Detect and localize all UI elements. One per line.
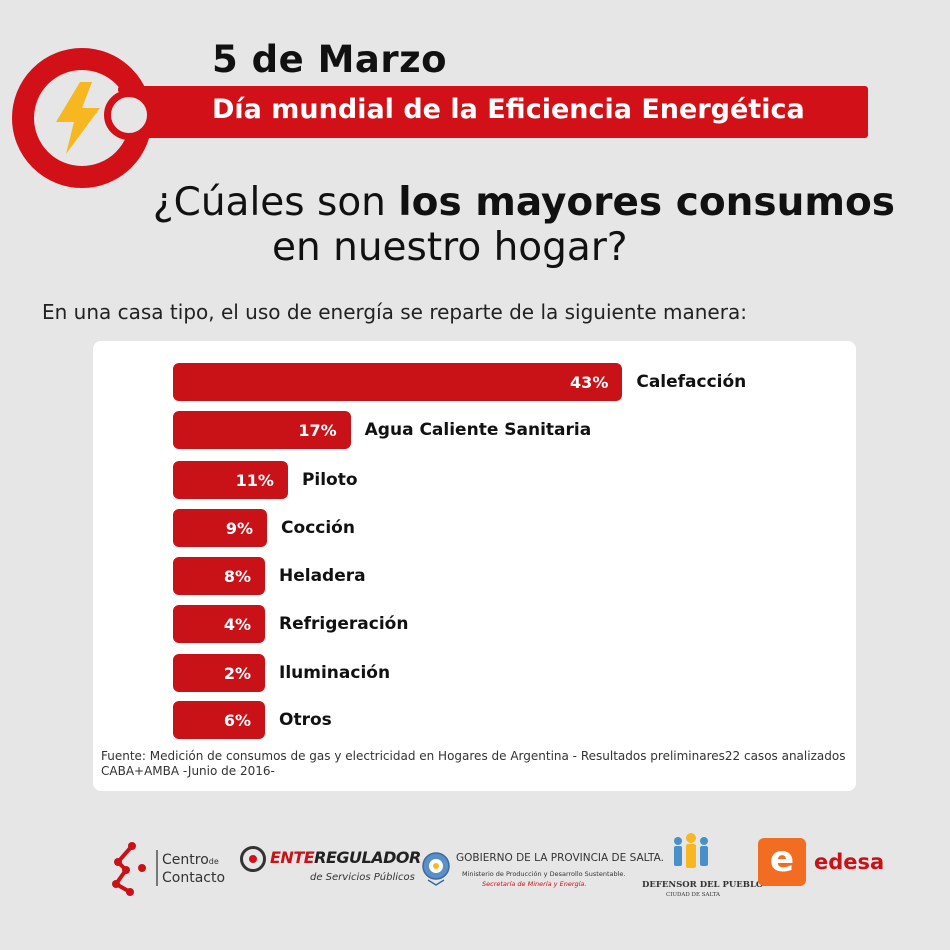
category-label: Otros — [279, 710, 332, 730]
bar-0: 43% — [173, 363, 623, 401]
category-label: Refrigeración — [279, 614, 409, 634]
header-banner — [118, 86, 868, 138]
question-line-2: en nuestro hogar? — [272, 225, 628, 270]
event-name: Día mundial de la Eficiencia Energética — [212, 94, 805, 125]
category-label: Heladera — [279, 566, 366, 586]
gobierno-line3: Secretaría de Minería y Energía. — [482, 880, 587, 888]
category-label: Piloto — [301, 470, 358, 490]
category-label: Calefacción — [636, 372, 747, 392]
bar-3: 9% — [173, 509, 268, 547]
bar-6: 2% — [173, 654, 265, 692]
bar-value-label: 43% — [570, 372, 609, 392]
bar-value-label: 8% — [223, 566, 251, 586]
date-title: 5 de Marzo — [212, 38, 448, 81]
centro-line2: Contacto — [162, 870, 226, 886]
gobierno-line1: GOBIERNO DE LA PROVINCIA DE SALTA. — [456, 852, 664, 864]
bar-value-label: 11% — [235, 470, 274, 490]
chart-panel: Fuente: Medición de consumos de gas y el… — [93, 341, 856, 791]
ente-regulador-logo: ENTEREGULADOR de Servicios Públicos — [240, 846, 421, 890]
edesa-logo: e edesa — [758, 838, 884, 888]
bar-value-label: 9% — [225, 518, 254, 538]
gobierno-salta-logo: GOBIERNO DE LA PROVINCIA DE SALTA. Minis… — [422, 848, 664, 894]
source-note: Fuente: Medición de consumos de gas y el… — [101, 749, 846, 778]
bar-7: 6% — [173, 701, 265, 739]
centro-contacto-mark-icon — [112, 842, 146, 896]
bar-value-label: 17% — [298, 420, 337, 440]
bar-4: 8% — [173, 557, 265, 595]
category-label: Iluminación — [279, 663, 391, 683]
banner-knob — [104, 90, 154, 140]
defensor-del-pueblo-logo: DEFENSOR DEL PUEBLO CIUDAD DE SALTA — [640, 832, 763, 902]
bar-value-label: 6% — [223, 710, 251, 730]
chart-intro: En una casa tipo, el uso de energía se r… — [42, 300, 747, 324]
question-regular: ¿Cúales son — [152, 180, 399, 225]
bar-value-label: 2% — [223, 663, 251, 683]
category-label: Agua Caliente Sanitaria — [364, 420, 592, 440]
centro-line1: Centrode — [162, 852, 219, 868]
category-label: Cocción — [281, 518, 355, 538]
edesa-wordmark: edesa — [814, 850, 885, 874]
sponsor-logos: Centrode Contacto ENTEREGULADOR de Servi… — [0, 830, 950, 910]
question-line-1: ¿Cúales son los mayores consumos — [60, 180, 895, 225]
defensor-line1: DEFENSOR DEL PUEBLO — [642, 880, 764, 890]
gobierno-line2: Ministerio de Producción y Desarrollo Su… — [462, 870, 626, 878]
salta-shield-icon — [422, 852, 450, 886]
centro-de-contacto-logo: Centrode Contacto — [110, 840, 235, 896]
ente-subtitle: de Servicios Públicos — [310, 872, 415, 883]
main-question: ¿Cúales son los mayores consumos en nues… — [60, 180, 895, 270]
ente-name: ENTEREGULADOR — [270, 848, 421, 867]
defensor-line2: CIUDAD DE SALTA — [666, 892, 721, 898]
people-group-icon — [674, 833, 708, 868]
bar-5: 4% — [173, 605, 265, 643]
edesa-mark-icon: e — [758, 838, 806, 886]
ente-dot — [249, 855, 257, 863]
question-bold: los mayores consumos — [398, 180, 895, 225]
bar-value-label: 4% — [223, 614, 251, 634]
bar-1: 17% — [173, 411, 351, 449]
logo-separator — [156, 850, 158, 886]
bar-2: 11% — [173, 461, 288, 499]
ente-ring-icon — [240, 846, 266, 872]
lightning-bolt-icon — [56, 82, 100, 154]
